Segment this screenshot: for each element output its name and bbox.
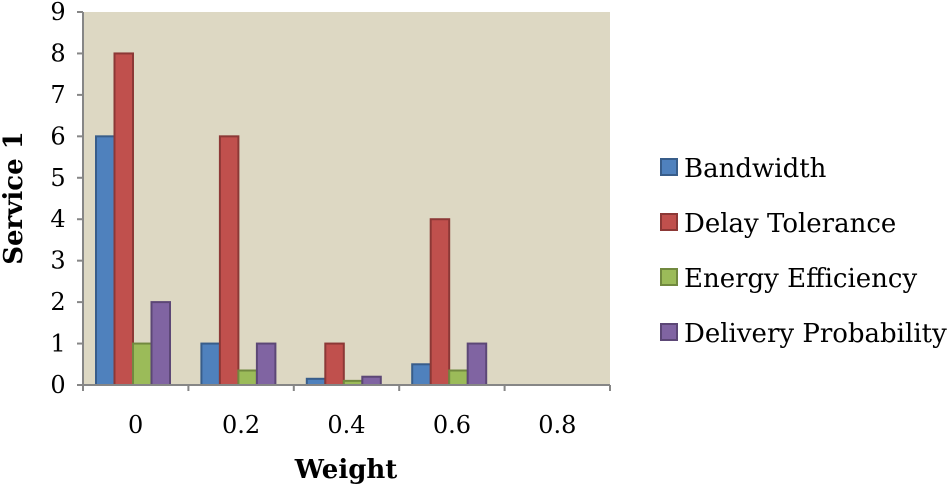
- legend: Bandwidth Delay Tolerance Energy Efficienc…: [660, 154, 947, 349]
- bar-bandwidth-1: [200, 342, 221, 386]
- y-tick-label: 3: [50, 247, 65, 275]
- y-tick-label: 1: [50, 330, 65, 358]
- legend-swatch-bandwidth: [660, 158, 678, 176]
- bar-delay-tolerance-2: [324, 342, 345, 386]
- bar-delivery-probability-1: [255, 342, 277, 386]
- y-tick-label: 7: [50, 81, 65, 109]
- x-ticks: 0 0.2 0.4 0.6 0.8: [82, 385, 611, 439]
- legend-label: Energy Efficiency: [684, 264, 917, 294]
- bar-delay-tolerance-1: [218, 135, 240, 386]
- bar-delivery-probability-0: [150, 301, 171, 386]
- y-tick-label: 2: [50, 288, 65, 316]
- bar-energy-efficiency-0: [132, 342, 153, 386]
- bar-delay-tolerance-3: [429, 218, 451, 386]
- bars: [95, 52, 488, 387]
- bar-energy-efficiency-3: [448, 369, 469, 387]
- legend-label: Bandwidth: [684, 154, 827, 184]
- legend-label: Delivery Probability: [684, 319, 947, 349]
- x-tick-label: 0.4: [327, 411, 365, 439]
- y-tick-label: 0: [50, 371, 65, 399]
- legend-label: Delay Tolerance: [684, 209, 896, 239]
- y-tick-label: 4: [50, 205, 65, 233]
- bar-delivery-probability-2: [361, 375, 382, 387]
- bar-delivery-probability-3: [466, 342, 488, 386]
- legend-swatch-delivery-probability: [660, 323, 678, 341]
- y-tick-label: 9: [50, 0, 65, 26]
- x-tick-label: 0: [128, 411, 143, 439]
- y-tick-label: 5: [50, 164, 65, 192]
- bar-delay-tolerance-0: [113, 52, 134, 386]
- legend-swatch-energy-efficiency: [660, 268, 678, 286]
- bar-bandwidth-0: [95, 135, 116, 386]
- x-tick-label: 0.8: [538, 411, 576, 439]
- bar-bandwidth-3: [411, 363, 432, 386]
- x-tick-label: 0.6: [433, 411, 471, 439]
- bar-energy-efficiency-1: [237, 369, 258, 387]
- legend-swatch-delay-tolerance: [660, 213, 678, 231]
- y-tick-label: 8: [50, 39, 65, 67]
- y-ticks: 0 1 2 3 4 5 6 7 8 9: [50, 0, 83, 399]
- y-axis-title: Service 1: [0, 131, 29, 265]
- x-tick-label: 0.2: [222, 411, 260, 439]
- x-axis-title: Weight: [294, 455, 398, 485]
- y-tick-label: 6: [50, 122, 65, 150]
